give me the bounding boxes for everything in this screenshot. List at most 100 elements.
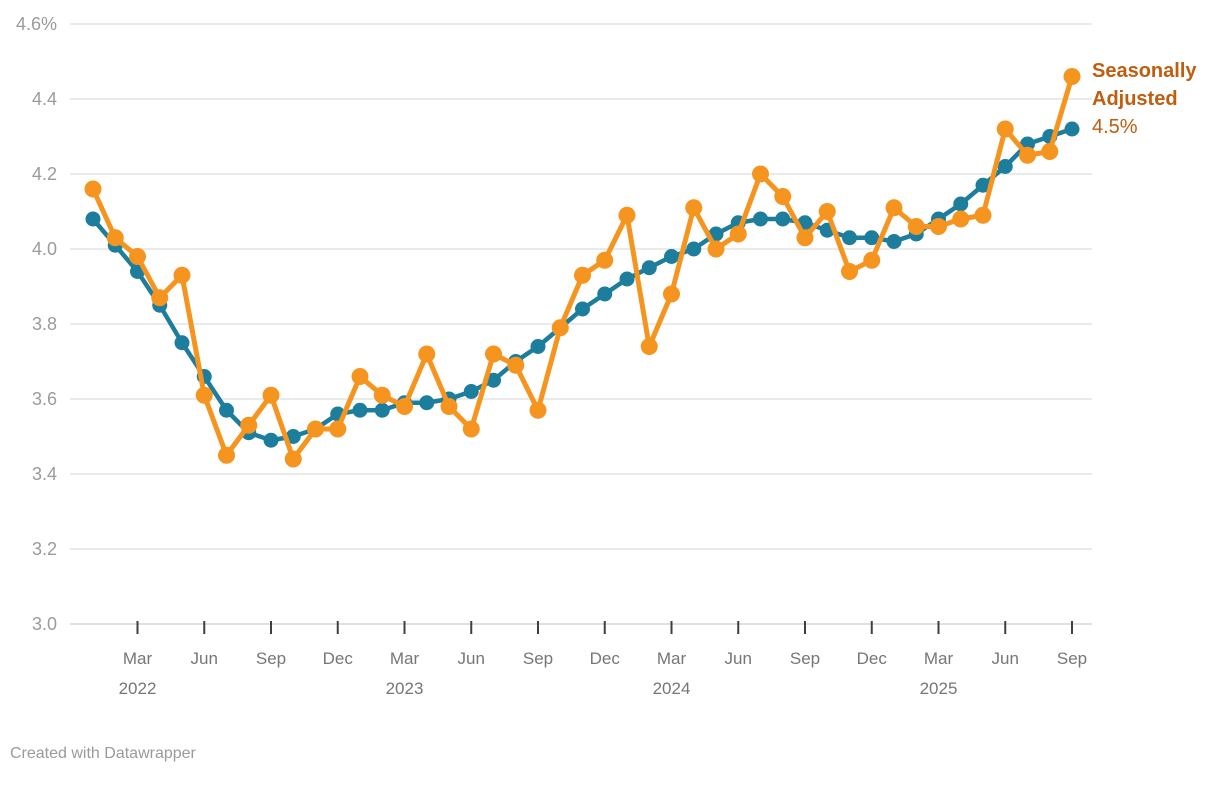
series-blue-trend-point[interactable] (463, 384, 479, 399)
series-last-value-label: 4.5% (1092, 116, 1138, 138)
series-seasonally-adjusted-point[interactable] (1019, 146, 1036, 164)
series-seasonally-adjusted-point[interactable] (173, 266, 191, 284)
series-blue-trend-point[interactable] (352, 402, 368, 418)
series-blue-trend-point[interactable] (664, 249, 679, 264)
series-seasonally-adjusted-point[interactable] (396, 398, 413, 415)
series-seasonally-adjusted-point[interactable] (307, 420, 324, 438)
series-blue-trend-point[interactable] (686, 241, 702, 257)
series-seasonally-adjusted-point[interactable] (729, 225, 747, 243)
series-label-seasonally-adjusted: Seasonally Adjusted 4.5% (1092, 57, 1218, 141)
x-axis-month-label: Sep (523, 649, 553, 668)
series-seasonally-adjusted-point[interactable] (930, 218, 947, 235)
y-axis-label: 4.2 (32, 164, 57, 184)
series-seasonally-adjusted-point[interactable] (418, 345, 436, 363)
series-seasonally-adjusted-point[interactable] (841, 263, 858, 280)
x-axis-year-label: 2023 (386, 679, 424, 698)
y-axis-label: 4.4 (32, 89, 57, 109)
series-blue-trend-point[interactable] (864, 230, 880, 246)
series-blue-trend-point[interactable] (285, 429, 301, 444)
x-axis-month-label: Sep (790, 649, 820, 668)
series-seasonally-adjusted-point[interactable] (796, 229, 814, 247)
series-seasonally-adjusted-point[interactable] (974, 206, 992, 224)
x-axis-month-label: Mar (924, 649, 954, 668)
series-seasonally-adjusted-point[interactable] (707, 240, 725, 258)
series-blue-trend-point[interactable] (641, 260, 657, 276)
series-seasonally-adjusted-point[interactable] (284, 450, 302, 468)
series-seasonally-adjusted-point[interactable] (440, 398, 458, 415)
series-seasonally-adjusted-point[interactable] (151, 289, 169, 307)
series-seasonally-adjusted-point[interactable] (863, 251, 881, 269)
y-axis-label: 3.2 (32, 539, 57, 559)
x-axis-month-label: Mar (657, 649, 687, 668)
series-blue-trend-point[interactable] (174, 335, 190, 351)
series-seasonally-adjusted-point[interactable] (485, 345, 502, 363)
series-label-line2: Adjusted (1092, 88, 1178, 110)
series-blue-trend-point[interactable] (597, 286, 613, 302)
series-blue-trend-point[interactable] (219, 402, 234, 418)
series-blue-trend-point[interactable] (953, 196, 969, 212)
series-blue-trend-point[interactable] (842, 230, 857, 246)
series-seasonally-adjusted-point[interactable] (129, 248, 146, 265)
series-seasonally-adjusted-point[interactable] (596, 251, 614, 269)
series-seasonally-adjusted-point[interactable] (329, 420, 347, 438)
series-seasonally-adjusted-point[interactable] (351, 368, 369, 385)
series-blue-trend-point[interactable] (263, 432, 279, 448)
series-seasonally-adjusted-point[interactable] (952, 210, 970, 228)
series-seasonally-adjusted-point[interactable] (507, 356, 525, 374)
series-blue-trend-point[interactable] (753, 211, 768, 227)
series-seasonally-adjusted-point[interactable] (685, 199, 703, 217)
series-seasonally-adjusted-point[interactable] (1041, 143, 1059, 160)
series-seasonally-adjusted-point[interactable] (529, 401, 547, 419)
series-seasonally-adjusted-point[interactable] (240, 416, 258, 434)
series-seasonally-adjusted-point[interactable] (907, 218, 925, 235)
series-blue-trend-point[interactable] (619, 271, 635, 287)
x-axis-month-label: Dec (857, 649, 888, 668)
series-seasonally-adjusted-point[interactable] (462, 420, 480, 438)
series-seasonally-adjusted-point[interactable] (885, 199, 903, 217)
series-seasonally-adjusted-point[interactable] (752, 165, 769, 183)
x-axis-month-label: Sep (1057, 649, 1087, 668)
x-axis-month-label: Sep (256, 649, 286, 668)
series-seasonally-adjusted-point[interactable] (106, 229, 124, 247)
x-axis-month-label: Mar (123, 649, 153, 668)
x-axis-year-label: 2022 (119, 679, 157, 698)
y-axis-label: 4.0 (32, 239, 57, 259)
series-seasonally-adjusted-point[interactable] (574, 266, 591, 284)
series-blue-trend-line (90, 126, 1075, 443)
series-blue-trend-point[interactable] (419, 395, 435, 411)
series-blue-trend-point[interactable] (1064, 121, 1080, 137)
x-axis-month-label: Jun (992, 649, 1019, 668)
series-seasonally-adjusted-point[interactable] (1063, 68, 1081, 85)
series-blue-trend-point[interactable] (374, 402, 390, 418)
series-blue-trend-point[interactable] (530, 339, 546, 354)
series-seasonally-adjusted-point[interactable] (195, 386, 213, 404)
series-seasonally-adjusted-point[interactable] (996, 120, 1014, 138)
series-blue-trend-point[interactable] (575, 301, 590, 317)
x-axis-month-label: Mar (390, 649, 420, 668)
x-axis-year-label: 2025 (920, 679, 958, 698)
series-seasonally-adjusted-point[interactable] (84, 180, 102, 198)
series-blue-trend-point[interactable] (975, 177, 991, 193)
series-seasonally-adjusted-point[interactable] (640, 338, 658, 355)
series-seasonally-adjusted-point[interactable] (262, 386, 280, 404)
x-axis-month-label: Jun (191, 649, 218, 668)
datawrapper-attribution: Created with Datawrapper (10, 745, 196, 762)
series-blue-trend-point[interactable] (85, 211, 101, 227)
y-axis-label: 3.6 (32, 389, 57, 409)
series-seasonally-adjusted-point[interactable] (818, 203, 836, 220)
series-seasonally-adjusted-point[interactable] (774, 188, 792, 205)
series-seasonally-adjusted-point[interactable] (663, 285, 680, 303)
series-blue-trend-point[interactable] (775, 211, 791, 227)
x-axis-month-label: Dec (590, 649, 621, 668)
series-seasonally-adjusted-point[interactable] (618, 206, 636, 224)
series-label-line1: Seasonally (1092, 60, 1197, 82)
series-blue-trend-point[interactable] (997, 159, 1013, 174)
series-blue-trend-point[interactable] (486, 372, 501, 388)
x-axis-month-label: Dec (323, 649, 354, 668)
series-seasonally-adjusted-point[interactable] (551, 319, 569, 337)
series-seasonally-adjusted-point[interactable] (218, 446, 235, 464)
series-seasonally-adjusted-point[interactable] (373, 386, 391, 404)
series-blue-trend-point[interactable] (886, 234, 902, 249)
